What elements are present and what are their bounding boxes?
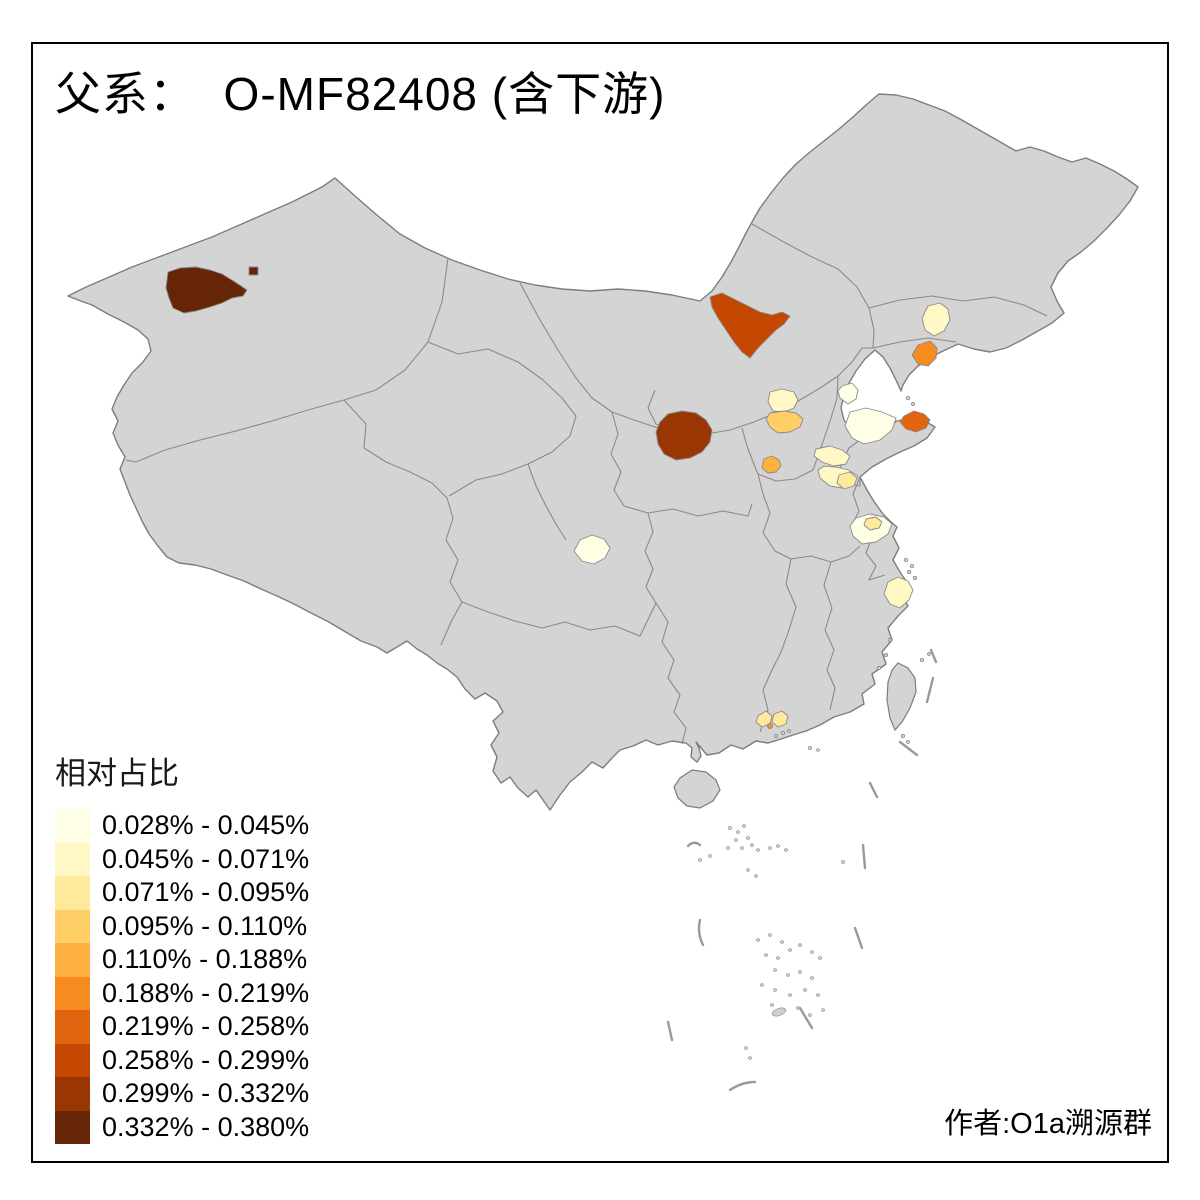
province-borders <box>125 223 1048 745</box>
region-pearl-delta-east <box>771 710 789 728</box>
region-shanxi-south <box>761 455 782 474</box>
legend-row: 0.071% - 0.095% <box>55 876 309 910</box>
legend-row: 0.045% - 0.071% <box>55 842 310 876</box>
legend-label: 0.188% - 0.219% <box>102 977 310 1008</box>
legend-label: 0.110% - 0.188% <box>102 944 308 975</box>
region-xinjiang-ili <box>165 266 248 314</box>
choropleth-regions <box>165 266 951 730</box>
region-shandong-east-tip <box>899 410 931 433</box>
legend-rows: 0.028% - 0.045% 0.045% - 0.071% 0.071% -… <box>55 809 309 1144</box>
legend: 相对占比 0.028% - 0.045% 0.045% - 0.071% 0.0… <box>55 748 309 1144</box>
region-jiangsu-north-inner <box>863 516 883 531</box>
legend-row: 0.299% - 0.332% <box>55 1077 309 1111</box>
legend-swatch <box>55 1110 90 1144</box>
legend-swatch <box>55 1077 90 1111</box>
legend-label: 0.258% - 0.299% <box>102 1044 310 1075</box>
legend-label: 0.299% - 0.332% <box>102 1078 310 1109</box>
nine-dash-line <box>666 648 938 1092</box>
map-title: 父系： O-MF82408 (含下游) <box>55 68 666 120</box>
legend-swatch <box>55 809 90 843</box>
legend-row: 0.332% - 0.380% <box>55 1110 310 1144</box>
legend-row: 0.188% - 0.219% <box>55 976 310 1010</box>
region-shandong-center <box>844 407 897 445</box>
legend-swatch <box>55 876 90 910</box>
legend-swatch <box>55 842 90 876</box>
legend-label: 0.071% - 0.095% <box>102 877 310 908</box>
region-inner-mongolia-west <box>709 292 791 359</box>
legend-label: 0.219% - 0.258% <box>102 1011 310 1042</box>
legend-swatch <box>55 1010 90 1044</box>
region-beijing-area <box>837 382 859 405</box>
region-shanxi-center <box>765 410 804 434</box>
legend-row: 0.258% - 0.299% <box>55 1043 310 1077</box>
legend-title: 相对占比 <box>55 756 179 791</box>
legend-label: 0.332% - 0.380% <box>102 1111 310 1142</box>
taiwan-island <box>886 662 917 732</box>
legend-row: 0.110% - 0.188% <box>55 943 309 977</box>
legend-swatch <box>55 909 90 943</box>
legend-label: 0.095% - 0.110% <box>102 910 308 941</box>
south-china-sea-islands <box>698 745 845 1060</box>
region-zhejiang-coast <box>883 576 914 609</box>
legend-label: 0.045% - 0.071% <box>102 843 310 874</box>
hainan-island <box>673 769 721 809</box>
legend-row: 0.095% - 0.110% <box>55 909 309 943</box>
region-shanxi-north <box>767 388 799 413</box>
region-shandong-southwest <box>836 471 858 490</box>
legend-swatch <box>55 943 90 977</box>
region-liaoning-south <box>911 340 938 367</box>
mainland-outline <box>67 93 1139 811</box>
legend-swatch <box>55 1043 90 1077</box>
region-liaoning-north <box>921 302 951 337</box>
region-shaanxi-north <box>655 410 713 461</box>
legend-row: 0.219% - 0.258% <box>55 1010 309 1044</box>
author-credit: 作者:O1a溯源群 <box>944 1108 1152 1140</box>
legend-swatch <box>55 976 90 1010</box>
region-henan-north-a <box>813 445 851 467</box>
coastal-islands <box>774 395 931 744</box>
legend-row: 0.028% - 0.045% <box>55 809 309 843</box>
region-pearl-delta-dot <box>766 722 774 730</box>
region-sichuan-chengdu <box>573 534 611 565</box>
legend-label: 0.028% - 0.045% <box>102 810 310 841</box>
region-xinjiang-ili-dot <box>248 266 259 276</box>
